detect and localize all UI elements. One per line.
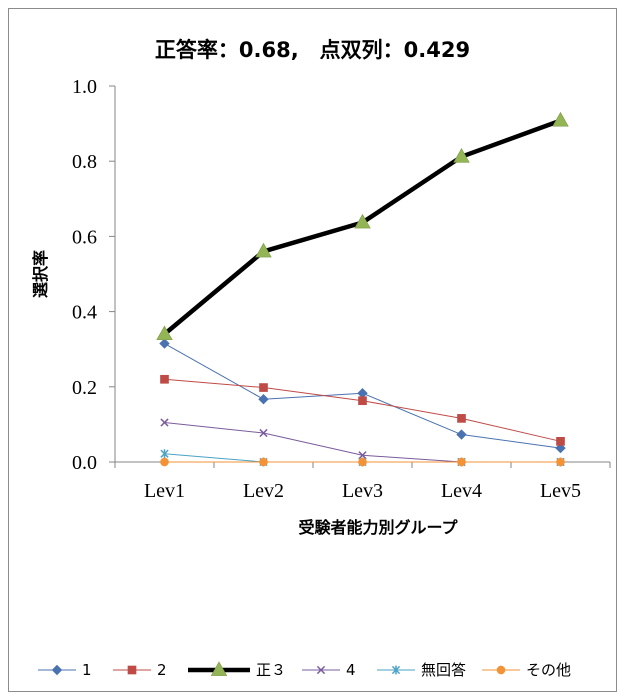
legend-item-4: 4 [302,661,356,679]
axes: 0.0 0.2 0.4 0.6 0.8 1.0 Lev1 Lev2 Lev3 Lev4 Lev5 [72,76,611,502]
data-point [453,148,470,163]
y-axis-title: 選択率 [31,250,50,298]
data-point [255,242,272,258]
x-axis-title: 受験者能力別グループ [298,518,458,537]
series-1 [159,338,566,454]
y-tick-label: 1.0 [72,76,97,98]
legend-marker [127,665,137,675]
series-layer [156,111,569,467]
legend-item-1: 1 [38,661,92,679]
y-tick-label: 0.4 [72,302,97,324]
data-point [160,457,169,467]
legend: 1 2 正３ 4 無回答 その他 [38,661,571,679]
data-point [456,429,467,440]
legend-item-2: 2 [113,661,167,679]
legend-label: 4 [346,661,356,679]
x-tick-label: Lev5 [540,480,581,502]
x-tick-label: Lev2 [243,480,284,502]
data-point [160,374,169,384]
data-point [156,325,173,341]
data-point [457,414,466,423]
legend-item-6: その他 [482,661,571,679]
series-3 [156,111,569,341]
legend-label: 正３ [256,661,286,679]
y-tick-label: 0.8 [72,151,97,173]
y-tick-label: 0.2 [72,377,97,399]
series-6 [160,457,565,467]
x-tick-label: Lev3 [342,480,383,502]
data-point [160,449,169,459]
data-point [358,457,367,467]
legend-label: 2 [157,661,167,679]
chart-title: 正答率：0.68, 点双列：0.429 [154,38,471,62]
legend-label: 無回答 [421,661,466,679]
legend-label: その他 [526,661,571,679]
data-point [354,213,371,229]
data-point [552,111,569,127]
data-point [556,436,565,446]
data-point [259,457,268,467]
data-point [457,457,466,467]
data-point [358,396,367,406]
data-point [160,418,169,427]
data-point [259,428,268,438]
chart-frame [8,8,617,692]
data-point [358,451,367,460]
legend-marker [316,665,326,675]
series-2 [160,374,565,446]
legend-marker [51,664,63,676]
data-point [556,457,565,467]
legend-marker [391,665,401,675]
legend-item-5: 無回答 [377,661,466,679]
data-point [555,442,566,454]
x-tick-label: Lev1 [144,480,185,502]
legend-marker [496,665,506,675]
y-tick-label: 0.6 [72,226,97,248]
data-point [357,387,368,399]
data-point [258,394,269,405]
legend-item-3: 正３ [188,661,286,679]
y-tick-label: 0.0 [72,452,97,474]
data-point [259,383,268,392]
data-point [159,338,170,349]
legend-label: 1 [82,661,92,679]
x-tick-label: Lev4 [441,480,482,502]
legend-marker [210,661,228,676]
